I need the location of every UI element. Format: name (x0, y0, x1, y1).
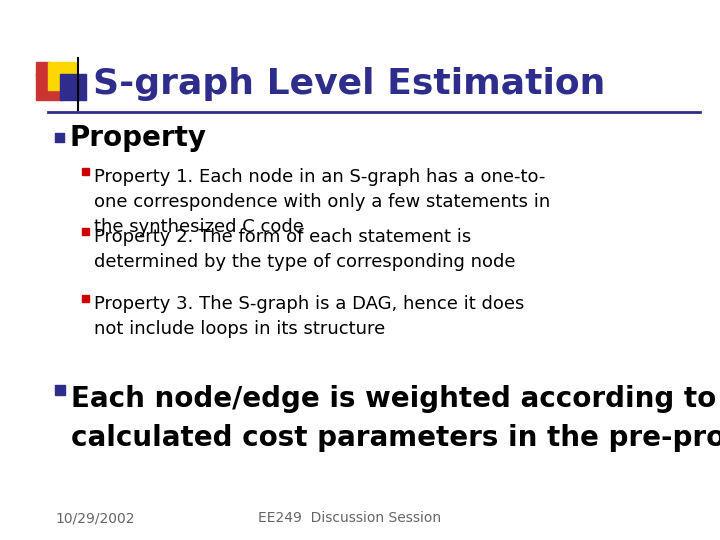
Bar (82, 228, 89, 235)
Bar (60, 74, 86, 100)
Bar (82, 295, 89, 302)
Bar (36, 74, 62, 100)
Bar (82, 168, 89, 175)
Text: Property 1. Each node in an S-graph has a one-to-
one correspondence with only a: Property 1. Each node in an S-graph has … (94, 168, 550, 236)
Text: EE249  Discussion Session: EE249 Discussion Session (258, 511, 441, 525)
Text: 10/29/2002: 10/29/2002 (55, 511, 135, 525)
Bar (55, 133, 64, 142)
Text: Property 3. The S-graph is a DAG, hence it does
not include loops in its structu: Property 3. The S-graph is a DAG, hence … (94, 295, 524, 338)
Bar (36, 62, 50, 76)
Text: Each node/edge is weighted according to pre-
calculated cost parameters in the p: Each node/edge is weighted according to … (71, 385, 720, 452)
Text: Property: Property (70, 124, 207, 152)
Text: Property 2. The form of each statement is
determined by the type of correspondin: Property 2. The form of each statement i… (94, 228, 516, 271)
Bar (48, 62, 76, 90)
Bar (55, 385, 65, 395)
Text: S-graph Level Estimation: S-graph Level Estimation (93, 67, 606, 101)
